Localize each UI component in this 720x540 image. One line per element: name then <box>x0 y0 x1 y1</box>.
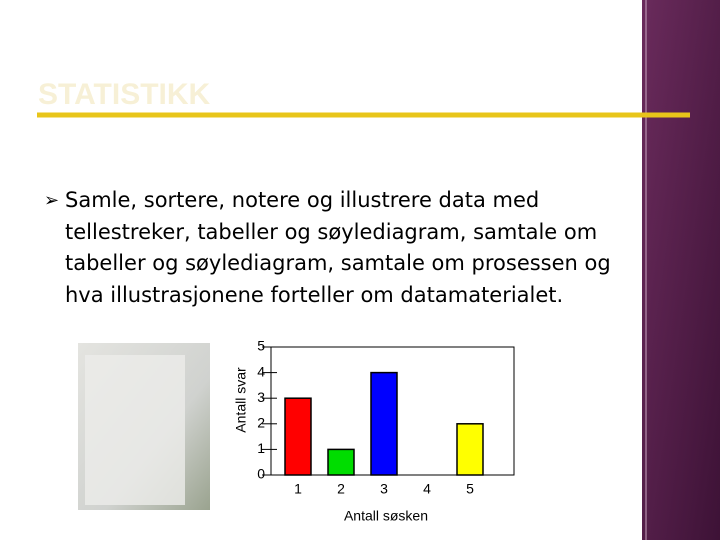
photo-stone <box>85 355 185 505</box>
slide-title: STATISTIKK <box>38 78 211 111</box>
bar <box>370 371 398 476</box>
x-tick-label: 2 <box>337 481 345 497</box>
side-band <box>642 0 720 540</box>
x-tick-label: 4 <box>423 481 431 497</box>
y-tick-label: 2 <box>257 415 265 431</box>
y-tick-label: 5 <box>257 338 265 354</box>
x-tick-label: 3 <box>380 481 388 497</box>
y-tick-label: 0 <box>257 466 265 482</box>
y-tick-label: 4 <box>257 363 265 379</box>
bar <box>284 397 312 476</box>
bullet-arrow: ➢ <box>44 190 60 211</box>
bullet-text: Samle, sortere, notere og illustrere dat… <box>65 188 611 307</box>
y-tick-label: 3 <box>257 389 265 405</box>
y-tick-label: 1 <box>257 440 265 456</box>
x-axis-label: Antall søsken <box>344 508 428 524</box>
x-tick-label: 1 <box>294 481 302 497</box>
x-tick-label: 5 <box>466 481 474 497</box>
y-axis-label: Antall svar <box>233 367 249 433</box>
bar <box>456 423 484 476</box>
bar <box>327 448 355 476</box>
